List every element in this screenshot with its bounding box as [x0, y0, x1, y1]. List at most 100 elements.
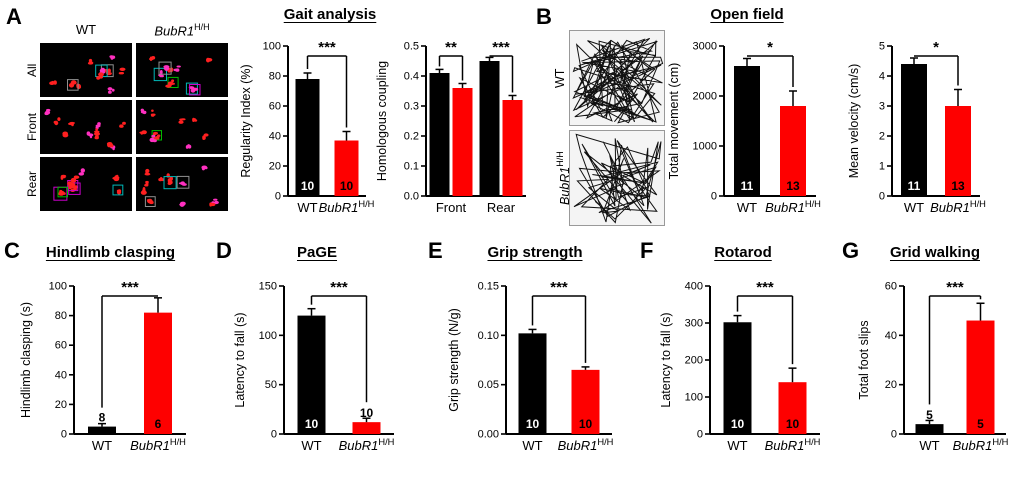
svg-text:0: 0 [879, 191, 885, 203]
grip-strength-chart: 0.00 0.05 0.10 0.15 Grip strength (N/g) 10 WT 1… [447, 279, 613, 453]
svg-text:80: 80 [55, 310, 67, 322]
svg-text:0.5: 0.5 [404, 41, 419, 53]
svg-text:100: 100 [685, 392, 703, 404]
svg-text:20: 20 [885, 379, 897, 391]
svg-text:BubR1H/H: BubR1H/H [339, 437, 395, 453]
gait-image-cell [136, 100, 228, 154]
svg-text:Front: Front [436, 200, 467, 215]
svg-text:10: 10 [786, 417, 800, 431]
svg-text:10: 10 [305, 417, 319, 431]
gait-row-rear: Rear [24, 157, 232, 211]
svg-text:10: 10 [301, 179, 315, 193]
svg-text:WT: WT [297, 200, 317, 215]
panel-letter-B: B [536, 4, 552, 29]
gait-footprint-images: WT BubR1H/H All Front Rear [24, 22, 232, 211]
svg-text:6: 6 [155, 417, 162, 431]
svg-text:100: 100 [263, 41, 281, 53]
svg-text:100: 100 [49, 281, 67, 293]
svg-text:0.00: 0.00 [478, 429, 499, 441]
hindlimb-clasping-chart: 0 20 40 60 80 100 Hindlimb clasping (s) 8 WT 6 Bub… [19, 279, 186, 453]
svg-text:WT: WT [727, 438, 747, 453]
svg-text:300: 300 [685, 318, 703, 330]
svg-text:11: 11 [908, 179, 921, 193]
svg-text:4: 4 [879, 71, 885, 83]
open-field-traces: WT BubR1H/H [552, 30, 665, 230]
svg-text:150: 150 [259, 281, 277, 293]
grid-walking-chart: 0 20 40 60 Total foot slips 5 WT 5 BubR1H/H *** [857, 279, 1009, 453]
svg-text:Rear: Rear [487, 200, 516, 215]
panel-letter-A: A [6, 4, 22, 29]
regularity-index-chart: 0 20 40 60 80 100 Regularity Index (%) 10 WT 10 Bu… [239, 39, 374, 215]
gait-column-headers: WT BubR1H/H [40, 22, 232, 40]
svg-text:5: 5 [879, 41, 885, 53]
svg-text:1: 1 [879, 161, 885, 173]
svg-text:13: 13 [951, 179, 965, 193]
panel-letter-E: E [428, 238, 443, 263]
svg-text:0.10: 0.10 [478, 330, 499, 342]
svg-text:40: 40 [55, 369, 67, 381]
svg-text:80: 80 [269, 71, 281, 83]
panel-title-page: PaGE [296, 244, 338, 261]
svg-text:40: 40 [269, 131, 281, 143]
svg-text:13: 13 [786, 179, 800, 193]
open-field-trace-wt [569, 30, 665, 126]
svg-text:**: ** [445, 39, 457, 56]
mean-velocity-chart: 0 1 2 3 4 5 Mean velocity (cm/s) 11 WT 13 BubR1H/H… [847, 39, 986, 215]
svg-text:BubR1H/H: BubR1H/H [930, 199, 986, 215]
svg-text:5: 5 [977, 417, 984, 431]
svg-text:BubR1H/H: BubR1H/H [953, 437, 1009, 453]
svg-text:0: 0 [711, 191, 717, 203]
svg-text:Latency to fall (s): Latency to fall (s) [233, 312, 247, 407]
svg-text:*: * [933, 39, 939, 56]
gait-row-label-front: Front [25, 113, 39, 142]
svg-text:Mean velocity (cm/s): Mean velocity (cm/s) [847, 64, 861, 179]
svg-text:WT: WT [737, 200, 757, 215]
svg-text:***: *** [492, 39, 510, 56]
gait-image-cell [136, 157, 228, 211]
svg-text:Homologous coupling: Homologous coupling [375, 61, 389, 181]
gait-col-header-wt: WT [75, 22, 97, 37]
svg-text:0.0: 0.0 [404, 191, 419, 203]
gait-image-cell [40, 157, 132, 211]
svg-text:1000: 1000 [693, 141, 717, 153]
svg-text:WT: WT [301, 438, 321, 453]
gait-row-label-rear: Rear [25, 171, 39, 198]
panel-title-gait-analysis: Gait analysis [283, 6, 377, 23]
svg-text:***: *** [946, 279, 964, 296]
panel-title-hindlimb-clasping: Hindlimb clasping [45, 244, 176, 261]
panel-letter-G: G [842, 238, 860, 263]
svg-text:60: 60 [55, 340, 67, 352]
svg-text:Grip strength (N/g): Grip strength (N/g) [447, 308, 461, 412]
svg-text:BubR1H/H: BubR1H/H [765, 437, 821, 453]
svg-text:5: 5 [926, 408, 933, 422]
svg-text:10: 10 [579, 417, 593, 431]
homologous-coupling-chart: 0.0 0.1 0.2 0.3 0.4 0.5 Homologous coupling Fro… [375, 39, 526, 215]
rotarod-chart: 0 100 200 300 400 Latency to fall (s) 10 WT 10 Bu… [659, 279, 821, 453]
svg-text:10: 10 [360, 406, 374, 420]
svg-text:2: 2 [879, 131, 885, 143]
page-latency-chart: 0 50 100 150 Latency to fall (s) 10 WT 10 BubR1H… [233, 279, 395, 453]
svg-text:Hindlimb clasping (s): Hindlimb clasping (s) [19, 302, 33, 418]
gait-image-cell [136, 43, 228, 97]
svg-text:60: 60 [269, 101, 281, 113]
total-movement-chart: 0 1000 2000 3000 Total movement (cm) 11 WT 13 Bu… [667, 39, 821, 215]
svg-text:WT: WT [522, 438, 542, 453]
svg-text:10: 10 [526, 417, 540, 431]
gait-row-front: Front [24, 100, 232, 154]
gait-row-all: All [24, 43, 232, 97]
svg-text:40: 40 [885, 330, 897, 342]
svg-text:Latency to fall (s): Latency to fall (s) [659, 312, 673, 407]
svg-text:60: 60 [885, 281, 897, 293]
svg-text:50: 50 [265, 379, 277, 391]
trace-row-label-mutant: BubR1H/H [555, 151, 573, 205]
svg-text:10: 10 [731, 417, 745, 431]
svg-text:0.3: 0.3 [404, 101, 419, 113]
svg-text:***: *** [330, 279, 348, 296]
svg-text:BubR1H/H: BubR1H/H [130, 437, 186, 453]
svg-text:0.15: 0.15 [478, 281, 499, 293]
svg-text:***: *** [121, 279, 139, 296]
gait-image-cell [40, 100, 132, 154]
svg-text:2000: 2000 [693, 91, 717, 103]
svg-text:0: 0 [891, 429, 897, 441]
